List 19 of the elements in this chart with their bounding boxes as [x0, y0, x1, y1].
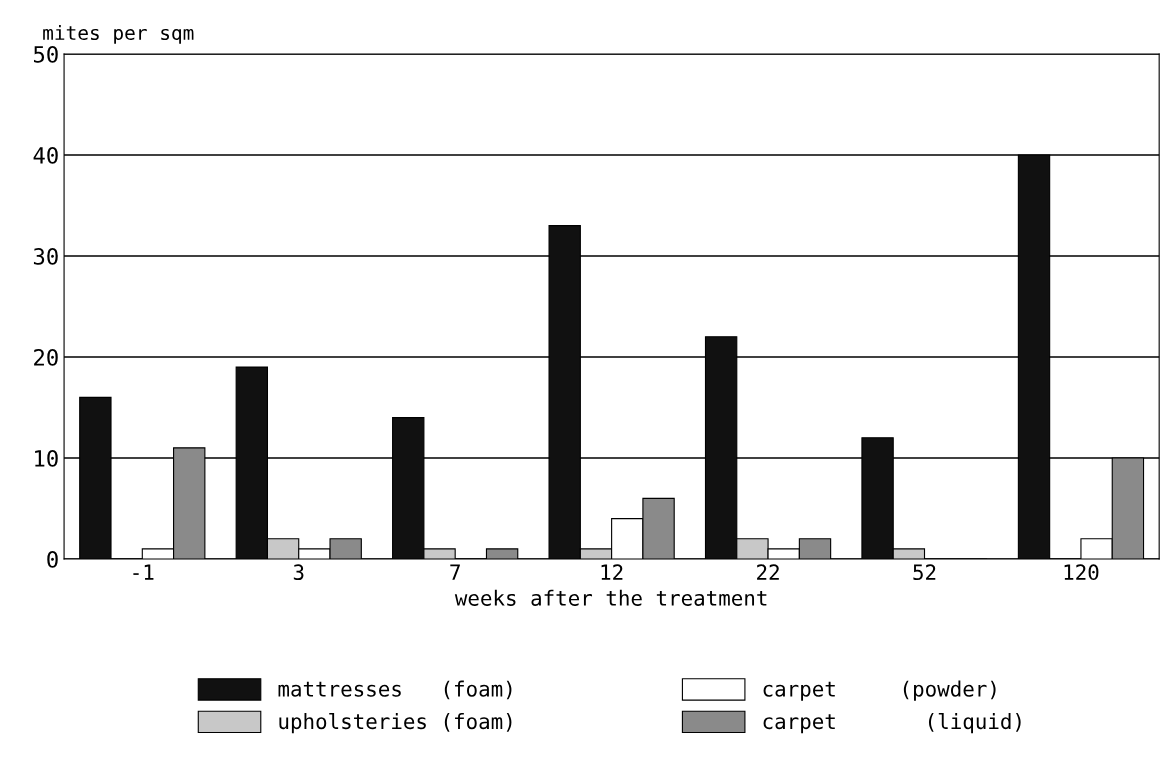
x-tick-label: 12 [601, 564, 623, 580]
y-tick-label: 20 [34, 348, 58, 366]
y-tick-label: 50 [34, 45, 58, 63]
y-axis-title: mites per sqm [43, 25, 194, 44]
x-tick-label: 120 [1064, 564, 1099, 581]
x-tick-label: 3 [293, 564, 304, 581]
x-axis-title: weeks after the treatment [454, 589, 767, 606]
y-tick-label: 0 [47, 550, 58, 568]
y-tick-label: 10 [35, 449, 58, 467]
x-tick-label: 52 [913, 564, 936, 581]
x-tick-label: 22 [757, 564, 779, 580]
legend-label: mattresses (foam) [278, 680, 512, 700]
y-tick-label: 30 [33, 247, 58, 265]
legend-label: upholsteries (foam) [279, 712, 512, 734]
x-tick-label: -1 [133, 564, 154, 580]
x-tick-label: 7 [450, 564, 460, 580]
y-tick-label: 40 [33, 146, 58, 164]
legend-label: carpet (liquid) [763, 712, 1021, 734]
legend-label: carpet (powder) [763, 680, 996, 701]
